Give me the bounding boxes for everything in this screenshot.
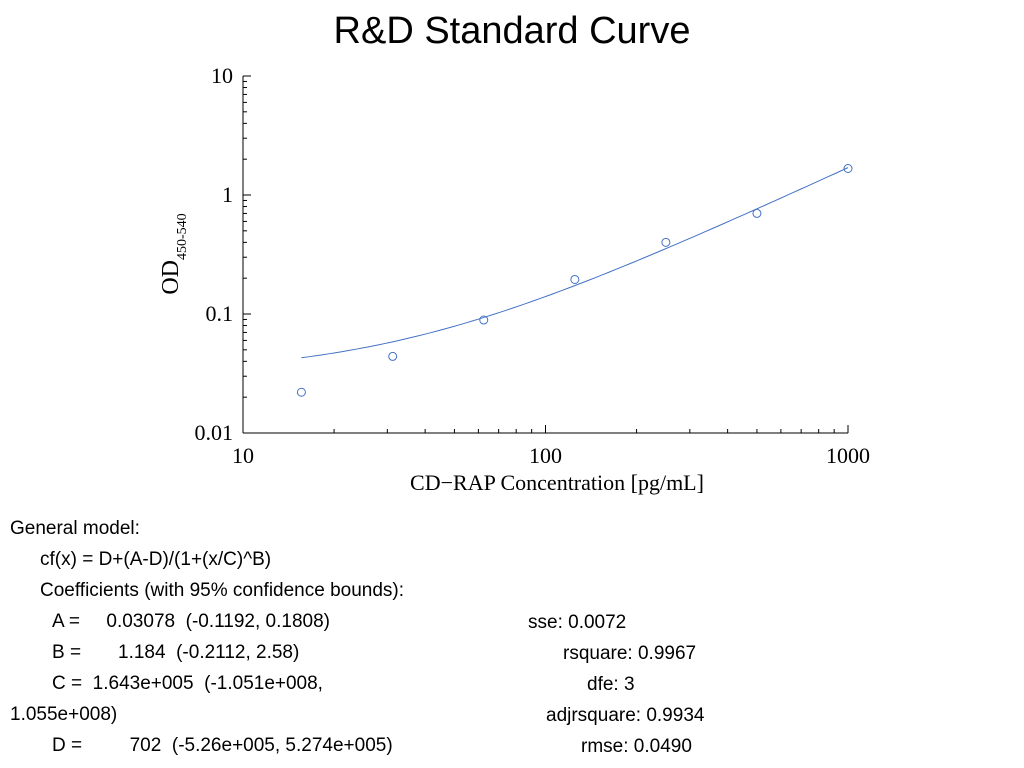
coefficient-a: A = 0.03078 (-0.1192, 0.1808) bbox=[52, 611, 330, 632]
fit-curve-line bbox=[301, 167, 849, 359]
y-axis-label: OD450-540 bbox=[158, 213, 190, 294]
data-point bbox=[296, 387, 306, 397]
data-point bbox=[479, 315, 489, 325]
model-equation: cf(x) = D+(A-D)/(1+(x/C)^B) bbox=[40, 549, 272, 570]
coefficient-c-wrap: 1.055e+008) bbox=[10, 704, 118, 725]
coefficient-c: C = 1.643e+005 (-1.051e+008, bbox=[52, 673, 323, 694]
data-point bbox=[752, 208, 762, 218]
chart-ticks bbox=[242, 75, 849, 434]
y-axis-label-subscript: 450-540 bbox=[175, 213, 190, 260]
chart-tick-labels: 10 100 1000 0.01 0.1 1 10 bbox=[195, 63, 871, 468]
data-point bbox=[388, 351, 398, 361]
x-tick-label: 10 bbox=[232, 443, 254, 468]
data-point bbox=[570, 274, 580, 284]
x-axis-label: CD−RAP Concentration [pg/mL] bbox=[410, 470, 704, 495]
x-tick-label: 1000 bbox=[826, 443, 870, 468]
coefficient-b: B = 1.184 (-0.2112, 2.58) bbox=[52, 642, 300, 663]
data-point bbox=[843, 163, 853, 173]
coefficient-d: D = 702 (-5.26e+005, 5.274e+005) bbox=[52, 735, 393, 756]
data-point bbox=[661, 237, 671, 247]
standard-curve-chart: 10 100 1000 0.01 0.1 1 10 CD−RAP Concentration… bbox=[158, 63, 871, 495]
y-tick-label: 1 bbox=[222, 182, 233, 207]
stat-sse: sse: 0.0072 bbox=[528, 612, 627, 633]
data-points bbox=[296, 163, 853, 397]
general-model-label: General model: bbox=[10, 518, 140, 539]
coefficients-header: Coefficients (with 95% confidence bounds… bbox=[40, 580, 405, 601]
y-tick-label: 10 bbox=[211, 63, 233, 88]
stat-dfe: dfe: 3 bbox=[587, 674, 635, 695]
y-tick-label: 0.01 bbox=[195, 420, 234, 445]
y-axis-label-main: OD bbox=[158, 260, 184, 295]
slide-title: R&D Standard Curve bbox=[333, 10, 691, 52]
stat-rsquare: rsquare: 0.9967 bbox=[563, 643, 697, 664]
stat-rmse: rmse: 0.0490 bbox=[581, 736, 692, 757]
stat-adjrsquare: adjrsquare: 0.9934 bbox=[546, 705, 705, 726]
x-tick-label: 100 bbox=[529, 443, 562, 468]
y-tick-label: 0.1 bbox=[206, 301, 234, 326]
